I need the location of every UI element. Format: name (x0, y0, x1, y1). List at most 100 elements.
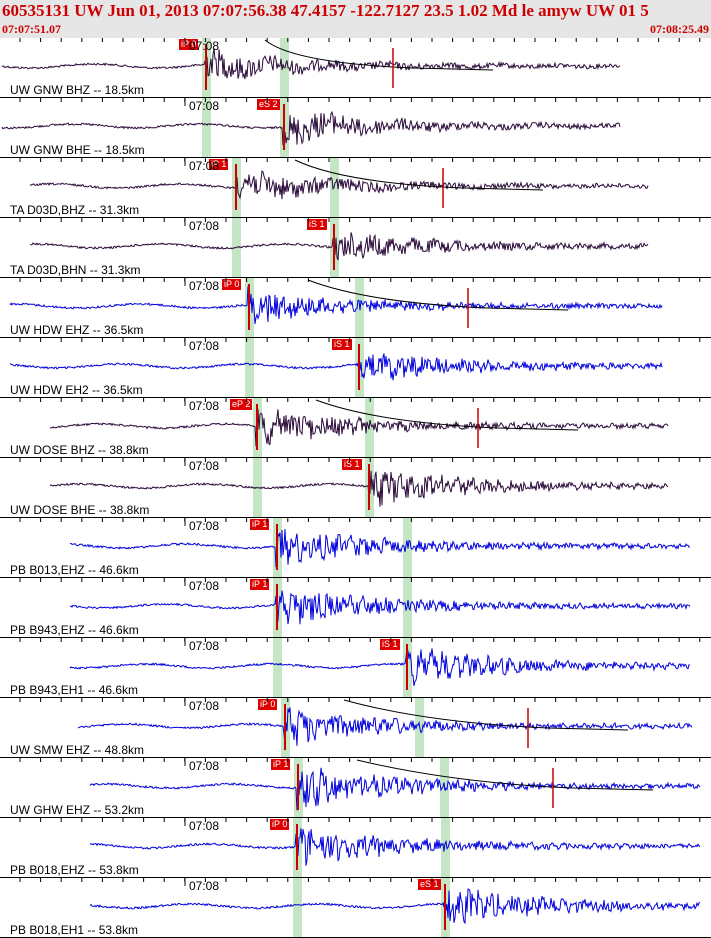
minute-tick-label: 07:08 (189, 159, 220, 173)
trace-row[interactable]: eS 1 07:08 PB B018,EH1 -- 53.8km (0, 878, 711, 938)
time-ticks (19, 578, 701, 586)
phase-pick-flag[interactable]: iP 0 (222, 279, 242, 290)
coda-curve (294, 159, 544, 191)
phase-pick-flag[interactable]: eS 1 (418, 879, 441, 890)
phase-pick-flag[interactable]: iP 0 (270, 819, 290, 830)
trace-row[interactable]: iP 1 07:08 PB B943,EHZ -- 46.6km (0, 578, 711, 638)
waveform-trace (49, 409, 669, 447)
waveform-trace (29, 232, 649, 261)
end-time-label: 07:08:25.49 (650, 22, 709, 36)
station-label: UW HDW EH2 -- 36.5km (10, 383, 143, 397)
station-label: UW SMW EHZ -- 48.8km (10, 743, 144, 757)
waveform-trace (29, 170, 649, 200)
trace-row[interactable]: iS 1 07:08 PB B943,EH1 -- 46.6km (0, 638, 711, 698)
time-ticks (19, 518, 701, 526)
waveform-trace (1, 48, 621, 80)
p-window-band (273, 638, 282, 698)
phase-pick-flag[interactable]: eP 2 (230, 399, 253, 410)
waveform-trace (49, 470, 669, 507)
minute-tick-label: 07:08 (189, 819, 220, 833)
time-ticks (19, 818, 701, 826)
trace-panel[interactable]: iP 0 07:08 UW GNW BHZ -- 18.5km eS 2 07:08 UW… (0, 38, 711, 938)
trace-separator (0, 817, 711, 818)
time-ticks (19, 878, 701, 886)
phase-pick-flag[interactable]: iS 1 (380, 639, 400, 650)
station-label: PB B018,EHZ -- 53.8km (10, 863, 139, 877)
coda-curve (356, 759, 654, 791)
station-label: PB B943,EHZ -- 46.6km (10, 623, 139, 637)
coda-curve (264, 39, 494, 71)
waveform (69, 647, 691, 687)
trace-row[interactable]: iP 1 07:08 TA D03D,BHZ -- 31.3km (0, 158, 711, 218)
minute-tick-label: 07:08 (189, 639, 220, 653)
waveform-trace (69, 529, 691, 568)
station-label: UW DOSE BHE -- 38.8km (10, 503, 150, 517)
trace-separator (0, 577, 711, 578)
minute-tick-label: 07:08 (189, 579, 220, 593)
pick-line (406, 644, 408, 690)
waveform (89, 888, 701, 925)
station-label: TA D03D,BHN -- 31.3km (10, 263, 141, 277)
phase-pick-flag[interactable]: iP 0 (179, 39, 199, 50)
s-window-band (441, 818, 450, 878)
station-label: UW HDW EHZ -- 36.5km (10, 323, 144, 337)
phase-pick-flag[interactable]: eS 2 (257, 99, 280, 110)
trace-row[interactable]: iP 0 07:08 UW HDW EHZ -- 36.5km (0, 278, 711, 338)
coda-curve (307, 279, 569, 311)
trace-separator (0, 517, 711, 518)
pick-line (235, 164, 237, 210)
p-window-band (232, 218, 241, 278)
waveform (89, 759, 701, 811)
waveform-trace (1, 110, 621, 146)
time-ticks (19, 698, 701, 706)
trace-row[interactable]: iP 1 07:08 PB B013,EHZ -- 46.6km (0, 518, 711, 578)
trace-row[interactable]: iP 1 07:08 UW GHW EHZ -- 53.2km (0, 758, 711, 818)
trace-separator (0, 277, 711, 278)
phase-pick-flag[interactable]: iP 0 (258, 699, 278, 710)
station-label: UW GHW EHZ -- 53.2km (10, 803, 144, 817)
minute-tick-label: 07:08 (189, 279, 220, 293)
s-window-band (330, 158, 339, 218)
s-window-band (403, 578, 412, 638)
phase-pick-flag[interactable]: iS 1 (332, 339, 352, 350)
phase-pick-flag[interactable]: iP 1 (209, 159, 229, 170)
trace-separator (0, 757, 711, 758)
trace-row[interactable]: iP 0 07:08 UW GNW BHZ -- 18.5km (0, 38, 711, 98)
waveform-trace (89, 767, 701, 811)
pick-line (358, 344, 360, 390)
trace-row[interactable]: iP 0 07:08 UW SMW EHZ -- 48.8km (0, 698, 711, 758)
minute-tick-label: 07:08 (189, 399, 220, 413)
phase-pick-flag[interactable]: iP 1 (250, 519, 270, 530)
trace-row[interactable]: eP 2 07:08 UW DOSE BHZ -- 38.8km (0, 398, 711, 458)
phase-pick-flag[interactable]: iS 1 (307, 219, 327, 230)
p-window-band (293, 878, 302, 938)
trace-row[interactable]: eS 2 07:08 UW GNW BHE -- 18.5km (0, 98, 711, 158)
pick-line (276, 524, 278, 570)
waveform (1, 39, 621, 88)
station-label: UW DOSE BHZ -- 38.8km (10, 443, 149, 457)
waveform-trace (69, 590, 691, 626)
minute-tick-label: 07:08 (189, 219, 220, 233)
trace-separator (0, 217, 711, 218)
time-ticks (19, 398, 701, 406)
time-ticks (19, 218, 701, 226)
minute-tick-label: 07:08 (189, 519, 220, 533)
trace-separator (0, 457, 711, 458)
phase-pick-flag[interactable]: iP 1 (271, 759, 291, 770)
trace-separator (0, 637, 711, 638)
waveform-trace (9, 353, 663, 381)
phase-pick-flag[interactable]: iS 1 (342, 459, 362, 470)
waveform-trace (89, 888, 701, 925)
start-time-label: 07:07:51.07 (2, 22, 61, 36)
pick-line (368, 464, 370, 510)
trace-row[interactable]: iS 1 07:08 TA D03D,BHN -- 31.3km (0, 218, 711, 278)
trace-row[interactable]: iS 1 07:08 UW HDW EH2 -- 36.5km (0, 338, 711, 398)
phase-pick-flag[interactable]: iP 1 (250, 579, 270, 590)
waveform (77, 699, 693, 748)
waveform (1, 110, 621, 146)
trace-row[interactable]: iP 0 07:08 PB B018,EHZ -- 53.8km (0, 818, 711, 878)
waveform-trace (9, 286, 663, 325)
trace-row[interactable]: iS 1 07:08 UW DOSE BHE -- 38.8km (0, 458, 711, 518)
pick-line (444, 884, 446, 930)
minute-tick-label: 07:08 (189, 759, 220, 773)
